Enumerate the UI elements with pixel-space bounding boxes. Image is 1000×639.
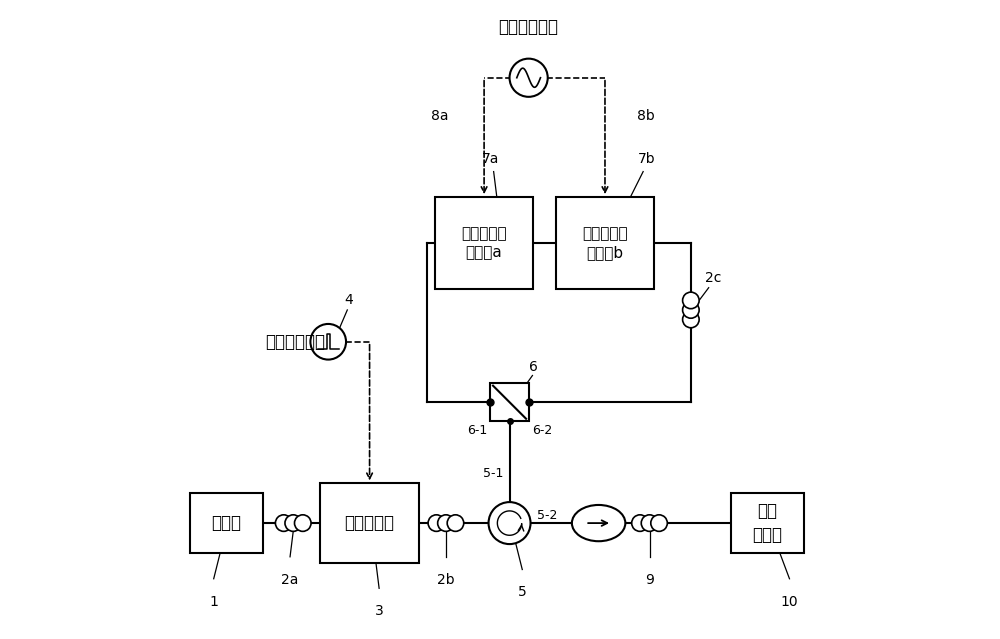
Text: 6-2: 6-2 <box>532 424 552 438</box>
Circle shape <box>683 302 699 318</box>
Circle shape <box>510 59 548 97</box>
FancyBboxPatch shape <box>190 493 263 553</box>
Text: 2a: 2a <box>281 573 299 587</box>
Text: 6: 6 <box>529 360 538 374</box>
Text: 激光器: 激光器 <box>211 514 241 532</box>
Text: 2b: 2b <box>437 573 455 587</box>
Text: 1: 1 <box>209 595 218 609</box>
Text: 9: 9 <box>645 573 654 587</box>
Circle shape <box>447 515 464 532</box>
Text: 8a: 8a <box>431 109 448 123</box>
Text: 5: 5 <box>518 585 527 599</box>
Text: 偏振调制器: 偏振调制器 <box>345 514 395 532</box>
Text: 8b: 8b <box>637 109 655 123</box>
Text: 马赫曾德尔
调制器a: 马赫曾德尔 调制器a <box>461 226 507 261</box>
Text: 10: 10 <box>781 595 798 609</box>
Ellipse shape <box>572 505 625 541</box>
Circle shape <box>651 515 667 532</box>
Circle shape <box>428 515 445 532</box>
Circle shape <box>489 502 531 544</box>
Text: 3: 3 <box>375 604 383 618</box>
Circle shape <box>438 515 454 532</box>
Circle shape <box>285 515 301 532</box>
Circle shape <box>641 515 658 532</box>
Circle shape <box>295 515 311 532</box>
Text: 6-1: 6-1 <box>467 424 487 438</box>
Text: 5-1: 5-1 <box>483 467 504 480</box>
Text: 马赫曾德尔
调制器b: 马赫曾德尔 调制器b <box>582 226 628 261</box>
Text: 5-2: 5-2 <box>537 509 557 522</box>
Text: 7b: 7b <box>638 153 655 167</box>
FancyBboxPatch shape <box>490 383 529 421</box>
FancyBboxPatch shape <box>556 197 654 289</box>
Circle shape <box>632 515 648 532</box>
FancyBboxPatch shape <box>435 197 533 289</box>
Text: 微波调制信号: 微波调制信号 <box>499 19 559 36</box>
FancyBboxPatch shape <box>731 493 804 553</box>
Circle shape <box>683 292 699 309</box>
Text: 4: 4 <box>344 293 353 307</box>
Circle shape <box>275 515 292 532</box>
Text: 光电
探测器: 光电 探测器 <box>752 502 782 544</box>
Text: 2c: 2c <box>705 270 721 284</box>
Circle shape <box>683 311 699 328</box>
Text: 7a: 7a <box>482 153 499 167</box>
Text: 数字控制信号: 数字控制信号 <box>265 333 325 351</box>
Circle shape <box>310 324 346 360</box>
FancyBboxPatch shape <box>320 483 419 563</box>
